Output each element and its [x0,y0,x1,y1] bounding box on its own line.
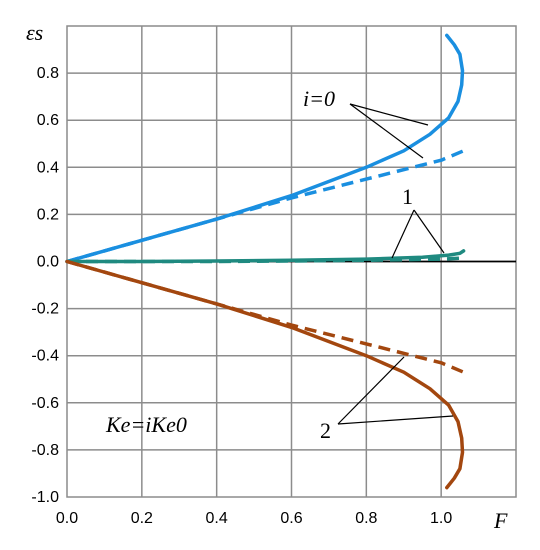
x-tick-label: 0.8 [355,510,377,527]
y-tick-label: -0.4 [31,348,59,365]
series-i0-solid [65,33,465,264]
annotation-i0: i=0 [303,86,335,111]
leader-i0-dashed [349,103,424,159]
x-tick-label: 1.0 [430,510,452,527]
grid [66,25,517,498]
y-axis-label: εs [26,20,43,45]
x-tick-label: 0.2 [131,510,153,527]
y-tick-label: 0.4 [37,159,59,176]
x-tick-label: 0.0 [56,510,78,527]
leader-1-dashed [391,209,415,259]
y-tick-label: 0.0 [37,254,59,271]
series-i0-dashed [66,149,465,264]
annotation-2: 2 [320,418,331,443]
series-2-dashed [66,259,465,374]
series-2-solid [65,259,465,490]
y-tick-label: -0.8 [31,442,59,459]
y-tick-label: 0.8 [37,65,59,82]
x-tick-label: 0.4 [206,510,228,527]
leader-1-solid [413,209,445,254]
leader-2-solid [337,415,454,425]
y-tick-label: -1.0 [31,489,59,506]
x-axis-label: F [493,508,508,533]
annotation-1: 1 [402,184,413,209]
x-tick-label: 0.6 [280,510,302,527]
y-tick-label: 0.2 [37,206,59,223]
y-tick-label: -0.6 [31,395,59,412]
y-tick-label: -0.2 [31,301,59,318]
leader-2-dashed [337,356,405,425]
tick-labels: 0.0 0.2 0.4 0.6 0.8 1.0 -1.0 -0.8 -0.6 -0.4 -0.2 0.… [31,65,452,527]
series-lines [65,33,466,490]
leader-i0-solid [349,103,429,126]
annotation-formula: Ke=iKe0 [105,412,187,437]
annotation-leaders [337,103,454,425]
y-tick-label: 0.6 [37,112,59,129]
